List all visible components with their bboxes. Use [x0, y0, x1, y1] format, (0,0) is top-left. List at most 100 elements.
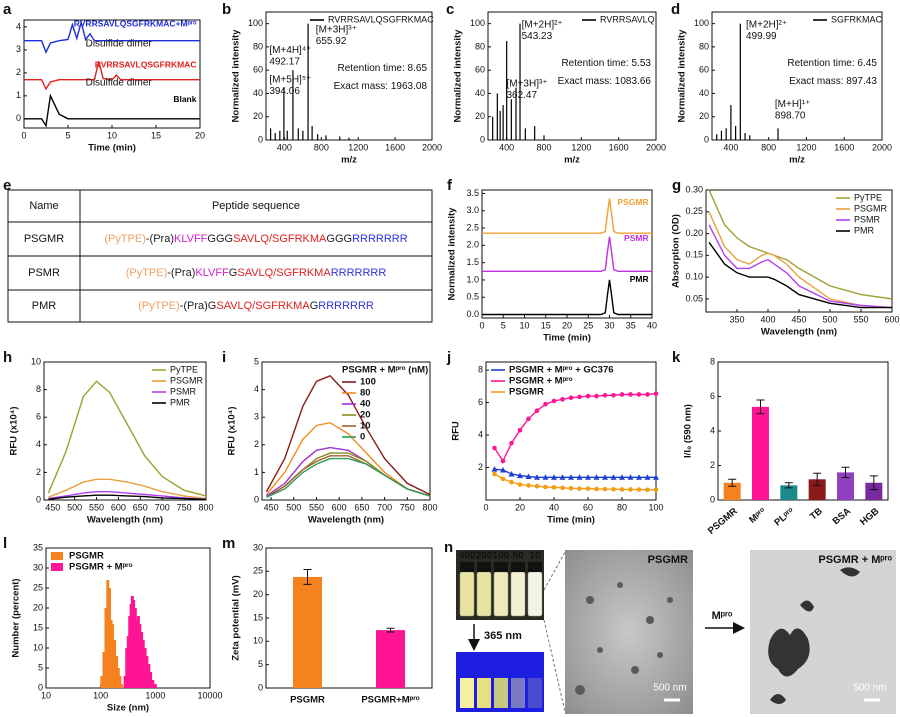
nanoparticles — [575, 582, 673, 695]
annotation: Disulfide dimer — [86, 38, 153, 49]
line — [482, 198, 652, 234]
marker — [653, 474, 659, 480]
panel-label: n — [444, 539, 453, 556]
sequence-segment: -(Pra) — [146, 233, 174, 245]
x-tick-label: 60 — [583, 502, 593, 512]
zoom-line — [543, 619, 566, 713]
marker — [551, 398, 557, 404]
x-tick-label: 400 — [760, 314, 775, 324]
panel-label: e — [3, 177, 11, 194]
y-axis-title: RFU (x10⁴) — [9, 406, 20, 455]
bar — [279, 130, 281, 140]
x-tick-label: 650 — [133, 502, 148, 512]
y-tick-label: 100 — [470, 18, 485, 28]
x-tick-label: 0 — [483, 502, 488, 512]
bar — [317, 134, 319, 140]
table-header: Name — [29, 200, 58, 212]
y-tick-label: 0 — [254, 494, 259, 504]
bar — [104, 608, 108, 688]
bar — [543, 135, 545, 140]
scale-label: 500 nm — [653, 683, 686, 694]
x-tick-label: 600 — [111, 502, 126, 512]
arrow-label: Mᵖʳᵒ — [712, 610, 733, 622]
bar — [297, 128, 299, 140]
y-tick-label: 2.5 — [466, 222, 479, 232]
sequence-segment: SAVLQ/SGFRKMA — [216, 300, 310, 312]
x-tick-label: 500 — [67, 502, 82, 512]
annotation: Exact mass: 1963.08 — [334, 81, 428, 92]
marker — [534, 408, 540, 414]
marker — [628, 487, 633, 492]
marker — [619, 392, 625, 397]
y-tick-label: 30 — [253, 542, 263, 552]
y-axis-title: I/I₀ (590 nm) — [683, 404, 694, 458]
y-tick-label: 1 — [16, 90, 21, 100]
y-axis-title: Number (percent) — [11, 578, 22, 657]
series-label: PMR — [630, 274, 649, 284]
y-tick-label: 0 — [258, 134, 263, 144]
bar — [716, 134, 718, 140]
y-axis-title: Normalized intensity — [231, 29, 242, 123]
marker — [611, 392, 616, 398]
sequence-segment: RRRRRRR — [318, 300, 374, 312]
marker — [560, 397, 565, 402]
y-tick-label: 15 — [33, 622, 43, 632]
marker — [509, 440, 514, 446]
y-tick-label: 5 — [38, 662, 43, 672]
vials — [459, 571, 543, 617]
legend-swatch — [51, 563, 63, 571]
panel-n: n 400 200 100 50 10 365 nm PSGMR — [444, 539, 896, 714]
bar — [302, 130, 304, 140]
sequence-segment: RRRRRRR — [331, 267, 387, 279]
x-tick-label: 100 — [648, 502, 663, 512]
marker — [585, 486, 591, 491]
x-tick-label: 700 — [377, 502, 392, 512]
x-tick-label: 1000 — [145, 690, 165, 700]
panel-label: h — [3, 349, 12, 366]
y-tick-label: 0 — [36, 494, 41, 504]
x-tick-label: 40 — [647, 320, 657, 330]
error-bar — [869, 475, 878, 491]
y-tick-label: 1.5 — [466, 257, 479, 267]
plot-frame — [717, 361, 889, 501]
bar — [113, 640, 117, 688]
bar — [808, 479, 826, 500]
marker — [543, 401, 548, 407]
y-tick-label: 8 — [478, 364, 483, 374]
x-tick-label: 800 — [314, 142, 329, 152]
x-tick-label: 35 — [626, 320, 636, 330]
y-tick-label: 30 — [33, 562, 43, 572]
y-tick-label: 2 — [36, 467, 41, 477]
sequence-segment: GGG — [207, 233, 233, 245]
marker — [585, 393, 591, 399]
x-tick-label: 800 — [422, 502, 437, 512]
y-tick-label: 3.5 — [466, 188, 479, 198]
x-tick-label: 2000 — [646, 142, 666, 152]
bar — [723, 482, 741, 500]
bar — [286, 130, 288, 140]
legend-label: PSGMR — [854, 203, 888, 213]
sequence-segment: SAVLQ/SGFRKMA — [233, 233, 327, 245]
x-tick-label: 550 — [309, 502, 324, 512]
y-tick-label: 0.30 — [685, 184, 703, 194]
x-tick-label: 10 — [41, 690, 51, 700]
bar — [274, 133, 276, 140]
x-tick-label: 10 — [519, 320, 529, 330]
y-tick-label: 4 — [254, 384, 259, 394]
panel-label: k — [672, 349, 681, 366]
y-tick-label: 20 — [699, 111, 709, 121]
marker — [577, 394, 582, 400]
marker — [611, 486, 616, 492]
x-axis-title: Wavelength (nm) — [761, 327, 837, 338]
panel-label: m — [222, 535, 235, 552]
marker — [619, 474, 625, 480]
x-tick-label: 550 — [853, 314, 868, 324]
bar — [125, 648, 129, 688]
bar — [510, 99, 512, 140]
bar — [837, 472, 854, 500]
annotation: Disulfide dimer — [86, 77, 153, 88]
bar — [777, 128, 779, 140]
y-tick-label: 40 — [699, 88, 709, 98]
annotation: [M+2H]²⁺ — [746, 19, 787, 30]
